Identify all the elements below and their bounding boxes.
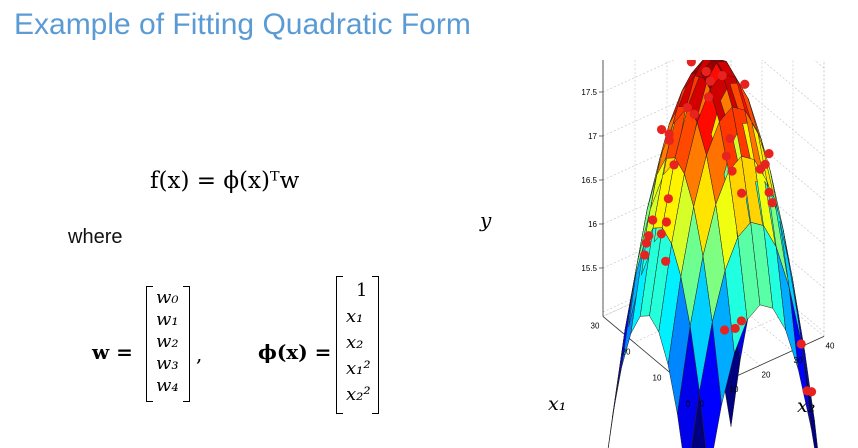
- x2-tick-label: 40: [826, 341, 835, 350]
- scatter-point: [703, 92, 714, 102]
- phi-entry-2: x₂: [346, 332, 364, 353]
- scatter-point: [656, 124, 667, 135]
- scatter-point: [663, 194, 673, 204]
- scatter-point: [682, 102, 693, 113]
- scatter-point: [644, 231, 654, 241]
- w-right-bracket: [183, 286, 190, 402]
- x2-axis-label: x₂: [797, 395, 815, 417]
- phi-entry-3: x₁²: [346, 358, 371, 379]
- x1-tick-label: 20: [622, 347, 631, 356]
- x2-tick-label: 0: [700, 399, 705, 408]
- w-entry-3: w₃: [156, 353, 179, 374]
- w-entry-4: w₄: [156, 375, 179, 396]
- scatter-point: [802, 386, 812, 396]
- x1-tick-label: 10: [653, 373, 662, 382]
- model-formula: f(x) = ϕ(x)ᵀw: [150, 168, 299, 194]
- scatter-point: [767, 198, 777, 208]
- scatter-point: [656, 229, 666, 239]
- scatter-points: [640, 60, 817, 397]
- w-left-bracket: [146, 286, 153, 402]
- phi-entry-0: 1: [356, 280, 368, 301]
- scatter-point: [661, 256, 671, 266]
- scatter-point: [701, 66, 711, 77]
- scatter-point: [721, 151, 731, 161]
- x2-tick-label: 20: [762, 370, 771, 379]
- scatter-point: [689, 109, 699, 119]
- w-entry-1: w₁: [156, 309, 179, 330]
- w-comma: ,: [196, 342, 203, 366]
- z-tick-label: 16: [588, 220, 597, 229]
- phi-entry-4: x₂²: [346, 384, 371, 405]
- phi-left-bracket: [336, 276, 343, 414]
- z-tick-label: 17: [588, 132, 597, 141]
- x1-tick-label: 0: [686, 399, 691, 408]
- scatter-point: [705, 76, 715, 86]
- where-label: where: [68, 226, 123, 248]
- x1-tick-label: 30: [591, 321, 600, 330]
- scatter-point: [669, 160, 679, 170]
- scatter-point: [727, 166, 737, 176]
- scatter-point: [736, 316, 747, 326]
- scatter-point: [764, 187, 774, 197]
- z-axis-label: y: [479, 208, 492, 232]
- scatter-point: [686, 60, 696, 67]
- scatter-point: [717, 70, 727, 81]
- scatter-point: [760, 159, 770, 170]
- surface-mesh: [607, 60, 818, 448]
- w-vector: w₀ w₁ w₂ w₃ w₄: [156, 287, 179, 397]
- z-tick-label: 16.5: [581, 176, 597, 185]
- phi-vector-lhs: ϕ(x) =: [258, 340, 332, 364]
- phi-right-bracket: [372, 276, 379, 414]
- z-tick-label: 15.5: [581, 264, 597, 273]
- scatter-point: [725, 133, 735, 144]
- scatter-point: [737, 188, 747, 198]
- scatter-point: [719, 325, 730, 335]
- x2-tick-label: 30: [794, 356, 803, 365]
- phi-vector: 1 x₁ x₂ x₁² x₂²: [346, 278, 371, 408]
- w-entry-0: w₀: [156, 287, 179, 308]
- scatter-point: [730, 323, 740, 334]
- model-formula-text: f(x) = ϕ(x)ᵀw: [150, 168, 300, 194]
- w-vector-lhs: w =: [92, 340, 133, 364]
- scatter-point: [740, 79, 750, 89]
- x2-tick-label: 10: [730, 385, 739, 394]
- phi-entry-1: x₁: [346, 306, 364, 327]
- scatter-point: [764, 149, 774, 159]
- slide-title: Example of Fitting Quadratic Form: [14, 8, 471, 41]
- scatter-point: [796, 339, 806, 349]
- scatter-point: [648, 215, 658, 225]
- surface-patch: [801, 345, 818, 448]
- scatter-point: [664, 129, 674, 139]
- scatter-point: [661, 217, 672, 227]
- scatter-point: [640, 250, 650, 260]
- z-tick-label: 17.5: [581, 88, 597, 97]
- scatter-point: [641, 238, 652, 248]
- x1-axis-label: x₁: [548, 393, 566, 415]
- w-entry-2: w₂: [156, 331, 179, 352]
